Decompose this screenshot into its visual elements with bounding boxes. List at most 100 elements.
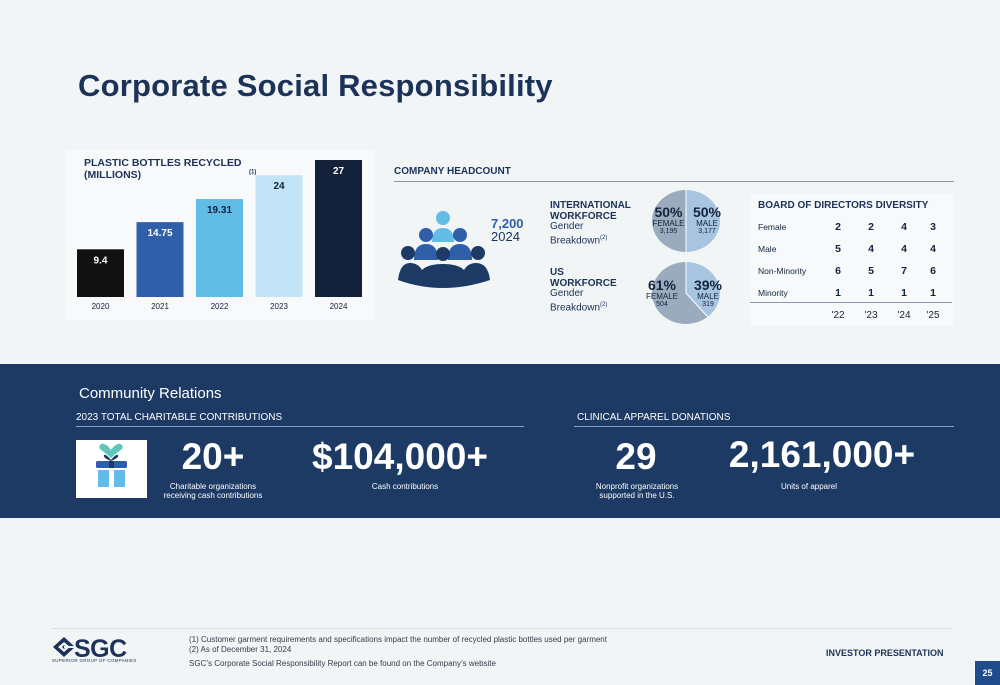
board-year: '24 [897,310,911,321]
x-tick-label: 2022 [211,302,229,311]
apparel-units-desc: Units of apparel [780,482,838,491]
bar-value-label: 14.75 [147,228,172,239]
x-tick-label: 2024 [330,302,348,311]
pie-slice-female [652,190,686,252]
intl-male-pct: 50% [692,204,722,220]
international-gender-pie [652,190,720,252]
board-divider [750,302,952,303]
chart-title: PLASTIC BOTTLES RECYCLED (MILLIONS) (1) [84,157,256,181]
board-year: '25 [926,310,940,321]
charitable-orgs-desc: Charitable organizations receiving cash … [143,482,283,500]
headcount-divider [394,181,954,182]
board-cell: 4 [901,243,907,255]
sgc-logo-text: SGC [74,635,127,663]
board-cell: 2 [868,221,874,233]
us-title-line1: US [550,267,564,278]
pie-slice-male [686,190,720,252]
footer-divider [52,628,952,629]
bar-2022 [196,199,243,297]
board-cell: 6 [835,265,841,277]
us-female-count: 504 [656,301,668,308]
page-number: 25 [975,661,1000,685]
headcount-total: 7,200 [491,216,524,231]
recycled-bottles-bar-chart: 9.4 2020 14.75 2021 19.31 2022 24 2023 27 2024 [77,160,362,311]
bar-value-label: 9.4 [94,255,108,266]
gift-icon-box [76,440,147,498]
nonprofit-orgs-desc: Nonprofit organizations supported in the… [576,482,698,500]
bar-value-label: 27 [333,166,345,177]
intl-male-label: MALE [696,219,718,228]
board-cell: 5 [868,265,874,277]
bar-2020 [77,249,124,297]
board-title: BOARD OF DIRECTORS DIVERSITY [758,200,929,211]
charitable-orgs-value: 20+ [181,436,245,477]
charitable-orgs-desc-line2: receiving cash contributions [163,490,263,500]
chart-title-footnote: (1) [249,169,257,176]
board-year: '23 [864,310,878,321]
people-group-icon [398,211,490,288]
cash-contributions-value: $104,000+ [312,436,488,477]
intl-sub-line2: Breakdown [550,234,601,246]
board-cell: 1 [930,287,936,299]
intl-footnote: (2) [600,234,608,241]
board-cell: 2 [835,221,841,233]
board-cell: 1 [868,287,874,299]
us-female-pct: 61% [647,277,677,293]
us-footnote: (2) [600,301,608,308]
board-row-label: Female [758,222,787,232]
bar-value-label: 24 [273,181,285,192]
sgc-logo-tagline: SUPERIOR GROUP OF COMPANIES [52,658,137,663]
intl-female-label: FEMALE [652,219,685,228]
us-male-label: MALE [697,292,719,301]
footnote-2: (2) As of December 31, 2024 [189,645,292,654]
intl-female-block: 50% FEMALE 3,195 [652,204,685,235]
intl-male-block: 50% MALE 3,177 [690,204,724,235]
board-cell: 4 [901,221,907,233]
board-cell: 1 [835,287,841,299]
headcount-year: 2024 [491,229,520,244]
community-relations-band [0,364,1000,518]
board-row-label: Minority [758,288,788,298]
cash-contributions-desc: Cash contributions [371,482,439,491]
gift-icon [96,443,127,487]
x-tick-label: 2023 [270,302,288,311]
us-female-label: FEMALE [645,292,678,301]
community-title: Community Relations [79,385,222,402]
board-cell: 7 [901,265,907,277]
board-row-label: Male [758,244,777,254]
chart-title-text: PLASTIC BOTTLES RECYCLED (MILLIONS) [84,157,242,181]
board-cell: 6 [930,265,936,277]
footnote-1: (1) Customer garment requirements and sp… [189,635,607,644]
pie-divider [685,292,709,318]
board-year: '22 [831,310,845,321]
apparel-divider [574,426,954,427]
x-tick-label: 2021 [151,302,169,311]
international-workforce-label: INTERNATIONAL WORKFORCE Gender Breakdown… [550,200,631,246]
intl-sub-line1: Gender [550,221,584,232]
bar-value-label: 19.31 [207,205,232,216]
board-cell: 4 [868,243,874,255]
nonprofit-orgs-desc-line2: supported in the U.S. [599,490,675,500]
bar-2021 [136,222,184,297]
intl-female-count: 3,195 [659,228,678,235]
us-workforce-label: US WORKFORCE Gender Breakdown(2) [550,267,617,313]
nonprofit-orgs-desc-line1: Nonprofit organizations [595,482,679,491]
intl-female-pct: 50% [654,204,683,220]
contributions-divider [76,426,524,427]
board-diversity-card [750,193,954,325]
investor-presentation-label: INVESTOR PRESENTATION [826,648,944,658]
x-tick-label: 2020 [92,302,110,311]
us-male-block: 39% MALE 319 [690,277,726,308]
intl-male-count: 3,177 [698,228,716,235]
bar-2023 [255,175,303,297]
sgc-logo-mark [53,637,75,657]
pie-slice-female [652,262,708,324]
us-gender-pie [652,262,720,324]
us-sub-line1: Gender [550,288,584,299]
board-row-label: Non-Minority [758,266,807,276]
charitable-orgs-desc-line1: Charitable organizations [169,482,257,491]
csr-report-note: SGC’s Corporate Social Responsibility Re… [189,659,496,668]
nonprofit-orgs-value: 29 [615,436,657,477]
board-cell: 4 [930,243,936,255]
apparel-units-value: 2,161,000+ [728,434,916,475]
